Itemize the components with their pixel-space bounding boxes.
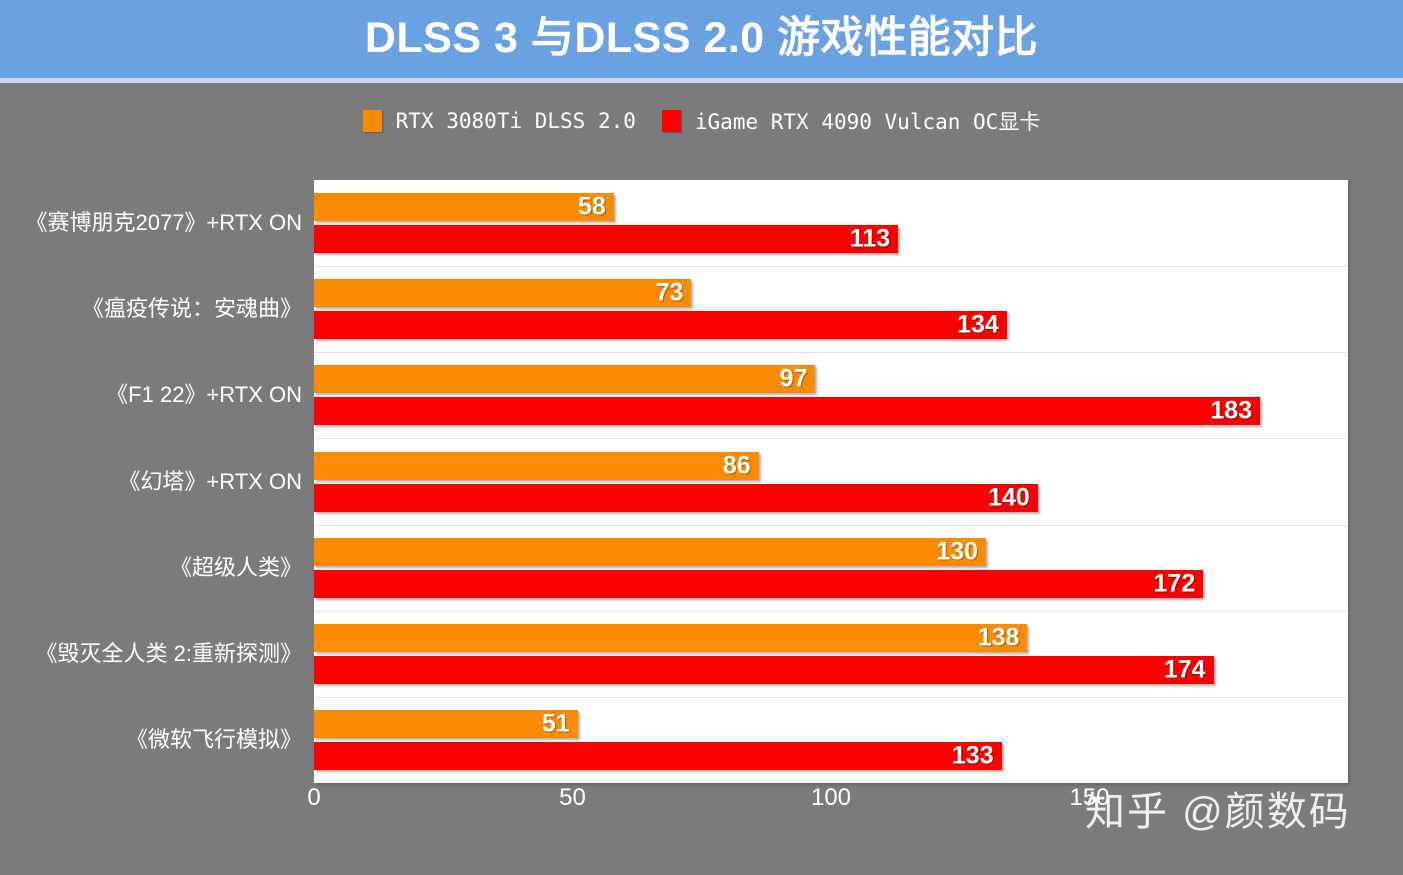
square-swatch-icon xyxy=(362,110,382,132)
gridline xyxy=(314,266,1348,268)
x-axis-tick-label: 100 xyxy=(810,784,852,811)
bar-value-label: 134 xyxy=(957,310,999,339)
legend-item: RTX 3080Ti DLSS 2.0 xyxy=(362,109,636,133)
x-axis-tick-label: 0 xyxy=(307,784,321,811)
header-band: DLSS 3 与DLSS 2.0 游戏性能对比 xyxy=(0,0,1403,78)
category-label: 《F1 22》+RTX ON xyxy=(106,382,302,408)
bar-value-label: 140 xyxy=(988,483,1030,511)
bar: 174 xyxy=(314,655,1214,684)
chart-legend: RTX 3080Ti DLSS 2.0 iGame RTX 4090 Vulcan… xyxy=(0,104,1403,138)
category-label: 《毁灭全人类 2:重新探测》 xyxy=(35,640,302,666)
legend-item-label: iGame RTX 4090 Vulcan OC显卡 xyxy=(694,110,1041,134)
bar: 86 xyxy=(314,451,759,480)
bar: 51 xyxy=(314,709,578,738)
bar-value-label: 58 xyxy=(578,192,606,221)
bar-value-label: 113 xyxy=(849,224,891,253)
bar-value-label: 183 xyxy=(1210,396,1253,425)
x-axis-tick-label: 150 xyxy=(1069,784,1110,811)
bar-value-label: 51 xyxy=(541,709,570,738)
category-label: 《微软飞行模拟》 xyxy=(125,726,302,752)
bar: 97 xyxy=(314,364,816,394)
gridline xyxy=(314,524,1348,526)
bar-value-label: 138 xyxy=(977,623,1020,652)
category-label: 《赛博朋克2077》+RTX ON xyxy=(25,210,302,236)
bar-value-label: 172 xyxy=(1153,569,1196,598)
gridlines xyxy=(314,180,1348,783)
bar-value-label: 130 xyxy=(936,537,979,566)
x-axis-tick-label: 50 xyxy=(559,784,586,811)
bar-value-label: 97 xyxy=(779,364,808,393)
category-label: 《超级人类》 xyxy=(169,554,302,580)
bar: 183 xyxy=(314,396,1261,426)
bar-value-label: 174 xyxy=(1163,655,1206,684)
plot-area: 58 113 73 134 97 183 86 140 130 172 138 174 51 133 xyxy=(314,180,1348,783)
category-axis: 《赛博朋克2077》+RTX ON 《瘟疫传说：安魂曲》《F1 22》+RTX O… xyxy=(0,180,310,783)
gridline xyxy=(314,352,1348,354)
bar: 133 xyxy=(314,741,1002,770)
bar: 113 xyxy=(314,224,899,254)
gridline xyxy=(314,610,1348,612)
gridline xyxy=(314,438,1348,440)
bar: 140 xyxy=(314,483,1038,512)
watermark: 知乎 @颜数码 xyxy=(1085,790,1351,834)
header-divider xyxy=(0,78,1403,83)
bar-value-label: 133 xyxy=(951,741,994,770)
square-swatch-icon xyxy=(661,110,681,132)
page-title: DLSS 3 与DLSS 2.0 游戏性能对比 xyxy=(364,13,1039,62)
bar: 58 xyxy=(314,192,614,222)
bar: 138 xyxy=(314,623,1028,652)
bar: 134 xyxy=(314,310,1007,340)
legend-item: iGame RTX 4090 Vulcan OC显卡 xyxy=(661,106,1041,136)
bar-value-label: 73 xyxy=(655,278,684,307)
bar: 172 xyxy=(314,569,1204,598)
category-label: 《幻塔》+RTX ON xyxy=(118,468,302,494)
bar: 130 xyxy=(314,537,987,566)
category-label: 《瘟疫传说：安魂曲》 xyxy=(81,296,302,322)
legend-item-label: RTX 3080Ti DLSS 2.0 xyxy=(395,109,636,133)
bar-value-label: 86 xyxy=(722,451,751,479)
gridline xyxy=(314,696,1348,698)
value-axis: 0 50 100 150 xyxy=(307,784,1348,826)
bar-group: 58 113 73 134 97 183 86 140 130 172 138 174 51 133 xyxy=(314,180,1348,783)
bar: 73 xyxy=(314,278,692,308)
